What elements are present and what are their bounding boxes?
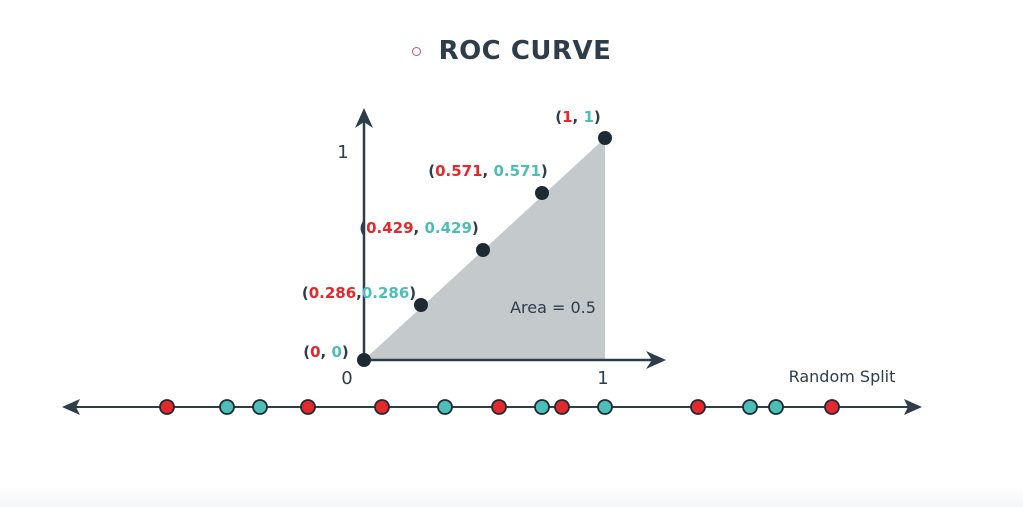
roc-points xyxy=(357,131,612,367)
title-row: ROC CURVE xyxy=(0,36,1023,66)
roc-point-label: (0.571, 0.571) xyxy=(428,162,548,180)
x-axis-arrow-icon xyxy=(646,351,666,369)
y-axis-arrow-icon xyxy=(355,108,373,128)
bottom-band xyxy=(0,487,1023,507)
teal-dot xyxy=(742,399,758,415)
roc-point xyxy=(598,131,612,145)
arrow-right-icon xyxy=(904,399,922,415)
x-tick-label: 1 xyxy=(597,368,608,389)
origin-label: 0 xyxy=(341,368,352,389)
teal-dot xyxy=(219,399,235,415)
roc-point xyxy=(357,353,371,367)
roc-point xyxy=(414,298,428,312)
teal-dot xyxy=(768,399,784,415)
teal-dot xyxy=(597,399,613,415)
page-title: ROC CURVE xyxy=(438,36,612,66)
area-label: Area = 0.5 xyxy=(510,298,596,317)
y-tick-label: 1 xyxy=(337,142,348,163)
teal-dot xyxy=(252,399,268,415)
roc-point-labels: (0, 0) (0.286,0.286) (0.429, 0.429) (0.571,… xyxy=(302,108,601,361)
title-bullet-icon xyxy=(411,47,421,56)
number-line-dots xyxy=(159,399,840,415)
red-dot xyxy=(690,399,706,415)
roc-point-label: (1, 1) xyxy=(555,108,601,126)
red-dot xyxy=(824,399,840,415)
red-dot xyxy=(374,399,390,415)
roc-point-label: (0.429, 0.429) xyxy=(359,219,479,237)
red-dot xyxy=(300,399,316,415)
roc-point-label: (0, 0) xyxy=(303,343,349,361)
arrow-left-icon xyxy=(62,399,80,415)
red-dot xyxy=(159,399,175,415)
red-dot xyxy=(491,399,507,415)
x-axis xyxy=(362,351,666,369)
teal-dot xyxy=(534,399,550,415)
y-axis xyxy=(355,108,373,362)
roc-point xyxy=(535,186,549,200)
roc-point xyxy=(476,243,490,257)
random-split-label: Random Split xyxy=(789,367,896,386)
red-dot xyxy=(554,399,570,415)
roc-point-label: (0.286,0.286) xyxy=(302,284,416,302)
teal-dot xyxy=(437,399,453,415)
